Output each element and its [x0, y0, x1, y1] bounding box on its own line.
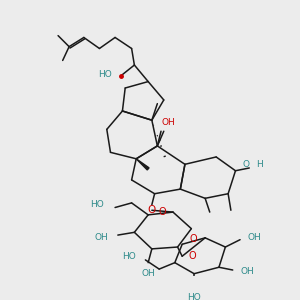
Text: OH: OH: [161, 118, 175, 127]
Text: O: O: [189, 251, 196, 261]
Text: O: O: [242, 160, 249, 169]
Text: O: O: [190, 234, 197, 244]
Text: HO: HO: [187, 293, 201, 300]
Polygon shape: [136, 159, 149, 170]
Text: OH: OH: [248, 233, 261, 242]
Text: OH: OH: [95, 233, 109, 242]
Text: OH: OH: [240, 267, 254, 276]
Text: OH: OH: [141, 269, 155, 278]
Text: HO: HO: [122, 252, 136, 261]
Text: HO: HO: [99, 70, 112, 79]
Text: O: O: [148, 205, 156, 215]
Text: H: H: [256, 160, 263, 169]
Text: HO: HO: [90, 200, 104, 209]
Text: O: O: [158, 207, 166, 217]
